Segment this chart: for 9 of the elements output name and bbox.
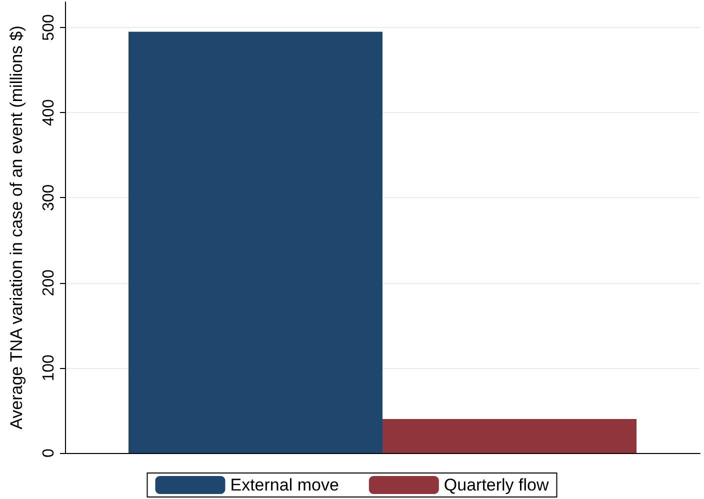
y-tick-label: 400 xyxy=(40,99,58,126)
y-axis-title: Average TNA variation in case of an event (millions $) xyxy=(7,26,26,430)
y-tick-label: 300 xyxy=(40,184,58,212)
legend-label: External move xyxy=(230,476,339,494)
y-tick-label: 0 xyxy=(40,448,58,458)
legend-label: Quarterly flow xyxy=(444,476,550,494)
y-tick-label: 500 xyxy=(40,14,58,41)
y-tick-label: 100 xyxy=(40,354,58,382)
y-tick-label: 200 xyxy=(40,269,58,296)
